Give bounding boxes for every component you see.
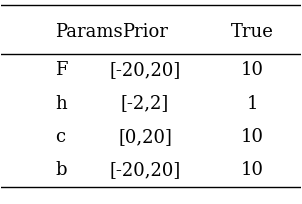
Text: F: F xyxy=(55,61,68,79)
Text: 10: 10 xyxy=(241,161,264,179)
Text: Prior: Prior xyxy=(122,23,168,41)
Text: True: True xyxy=(231,23,274,41)
Text: 10: 10 xyxy=(241,128,264,146)
Text: b: b xyxy=(55,161,67,179)
Text: [-20,20]: [-20,20] xyxy=(109,161,181,179)
Text: c: c xyxy=(55,128,65,146)
Text: [-20,20]: [-20,20] xyxy=(109,61,181,79)
Text: 10: 10 xyxy=(241,61,264,79)
Text: Params: Params xyxy=(55,23,123,41)
Text: 1: 1 xyxy=(247,94,259,113)
Text: [0,20]: [0,20] xyxy=(118,128,172,146)
Text: [-2,2]: [-2,2] xyxy=(121,94,169,113)
Text: h: h xyxy=(55,94,67,113)
